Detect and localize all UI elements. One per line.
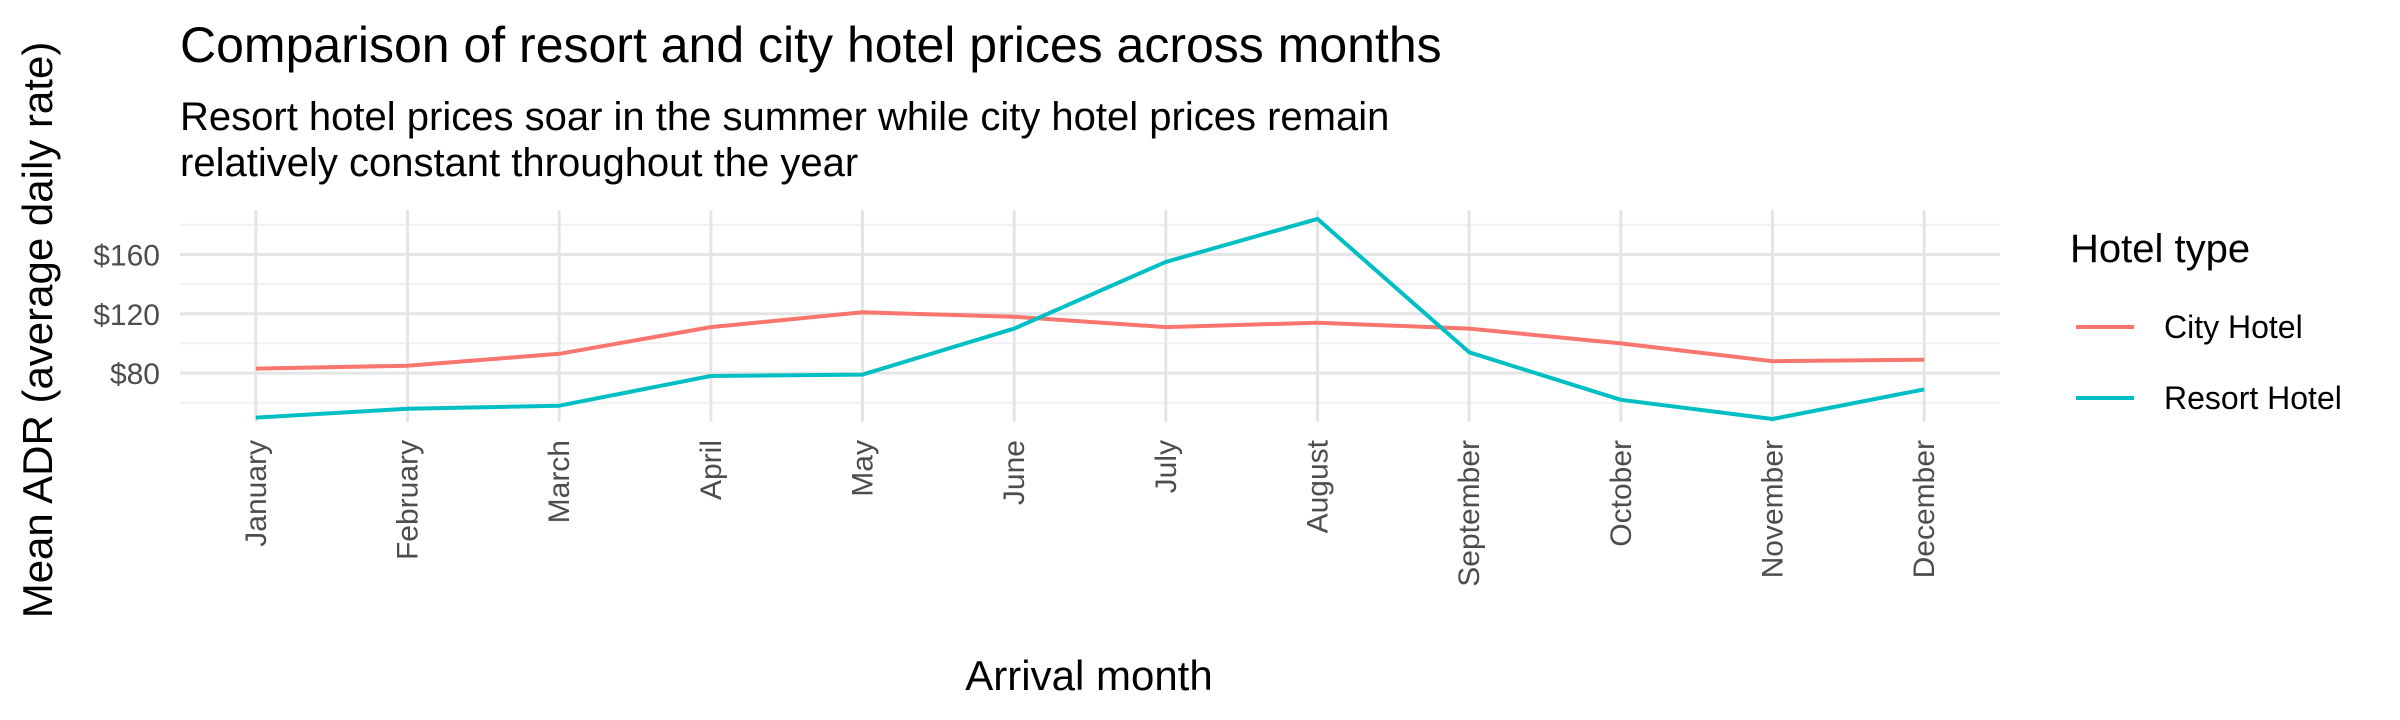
x-tick-label: May	[847, 440, 880, 497]
legend-label-city-hotel: City Hotel	[2164, 309, 2303, 345]
y-axis-title: Mean ADR (average daily rate)	[14, 42, 61, 619]
axis-ticks: $80 $120 $160 January February March April May J…	[93, 239, 1941, 586]
series-line-resort-hotel	[255, 216, 1925, 421]
x-tick-label: January	[240, 440, 273, 547]
x-axis-title: Arrival month	[965, 652, 1212, 699]
x-tick-label: September	[1453, 440, 1486, 587]
x-tick-label: February	[392, 440, 425, 560]
legend-title: Hotel type	[2070, 227, 2250, 271]
chart-subtitle-line-1: Resort hotel prices soar in the summer w…	[180, 95, 1389, 139]
legend: Hotel type City Hotel Resort Hotel	[2070, 227, 2342, 416]
x-tick-label: October	[1605, 440, 1638, 547]
x-tick-label: April	[695, 440, 728, 500]
x-tick-label: December	[1908, 440, 1941, 578]
x-tick-label: March	[543, 440, 576, 523]
chart-subtitle-line-2: relatively constant throughout the year	[180, 141, 858, 185]
legend-label-resort-hotel: Resort Hotel	[2164, 380, 2342, 416]
series-line-city-hotel	[255, 310, 1925, 371]
x-tick-label: August	[1302, 439, 1335, 533]
x-tick-label: July	[1150, 440, 1183, 493]
y-tick-label: $160	[93, 239, 160, 272]
chart-title: Comparison of resort and city hotel pric…	[180, 17, 1442, 73]
x-tick-label: November	[1757, 440, 1790, 578]
x-tick-label: June	[998, 440, 1031, 505]
y-tick-label: $120	[93, 299, 160, 332]
y-tick-label: $80	[110, 358, 160, 391]
grid	[180, 210, 2000, 422]
series-lines	[255, 216, 1925, 421]
